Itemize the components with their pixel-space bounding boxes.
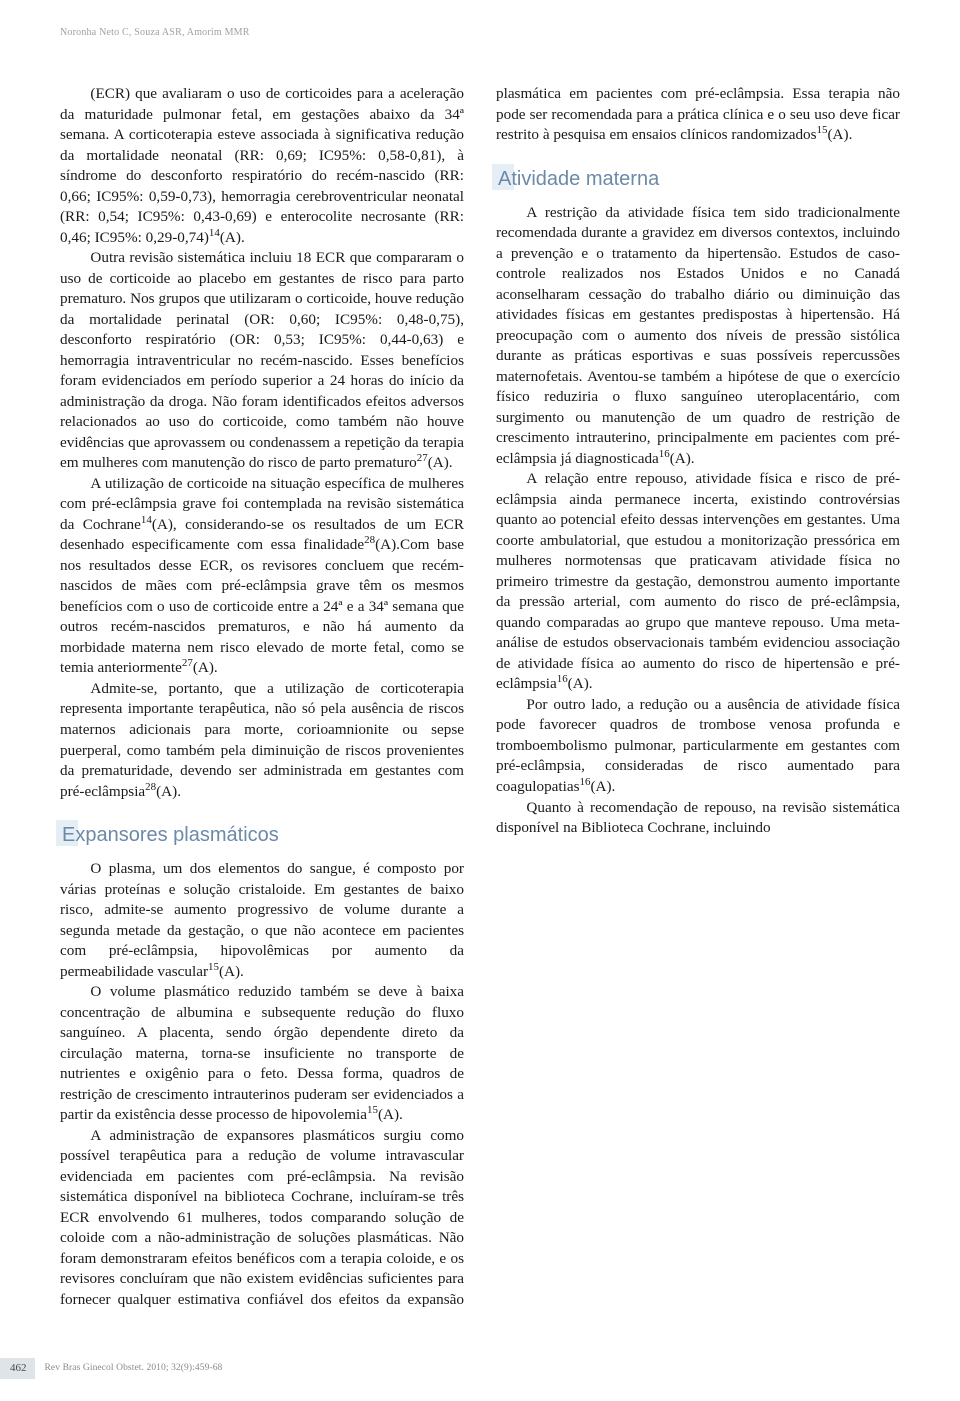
page-footer: 462 Rev Bras Ginecol Obstet. 2010; 32(9)…	[0, 1358, 960, 1379]
body-text: (A).Com base nos resultados desse ECR, o…	[60, 536, 464, 676]
article-body: (ECR) que avaliaram o uso de corticoides…	[60, 84, 900, 1314]
body-text: (A).	[568, 675, 593, 692]
paragraph: Outra revisão sistemática incluiu 18 ECR…	[60, 248, 464, 474]
body-text: (A).	[827, 126, 852, 143]
ref-sup: 27	[182, 657, 193, 669]
body-text: (A).	[219, 963, 244, 980]
body-text: Outra revisão sistemática incluiu 18 ECR…	[60, 249, 464, 471]
section-heading-expansores: Expansores plasmáticos	[60, 822, 464, 849]
ref-sup: 14	[141, 514, 152, 526]
paragraph: (ECR) que avaliaram o uso de corticoides…	[60, 84, 464, 248]
ref-sup: 16	[580, 776, 591, 788]
body-text: (ECR) que avaliaram o uso de corticoides…	[60, 85, 464, 246]
journal-citation: Rev Bras Ginecol Obstet. 2010; 32(9):459…	[45, 1362, 223, 1375]
ref-sup: 28	[364, 534, 375, 546]
section-heading-atividade: Atividade materna	[496, 166, 900, 193]
paragraph: A restrição da atividade física tem sido…	[496, 203, 900, 470]
body-text: (A).	[670, 450, 695, 467]
body-text: Quanto à recomendação de repouso, na rev…	[496, 799, 900, 837]
body-text: (A).	[220, 229, 245, 246]
ref-sup: 15	[817, 124, 828, 136]
ref-sup: 16	[659, 448, 670, 460]
body-text: (A).	[428, 454, 453, 471]
paragraph: O plasma, um dos elementos do sangue, é …	[60, 859, 464, 982]
ref-sup: 15	[367, 1104, 378, 1116]
page-number: 462	[0, 1358, 35, 1379]
paragraph: Quanto à recomendação de repouso, na rev…	[496, 798, 900, 839]
body-text: A relação entre repouso, atividade físic…	[496, 470, 900, 692]
ref-sup: 27	[417, 452, 428, 464]
ref-sup: 16	[557, 673, 568, 685]
body-text: O plasma, um dos elementos do sangue, é …	[60, 860, 464, 980]
body-text: Por outro lado, a redução ou a ausência …	[496, 696, 900, 795]
body-text: (A).	[590, 778, 615, 795]
body-text: (A).	[156, 783, 181, 800]
paragraph: A utilização de corticoide na situação e…	[60, 474, 464, 679]
paragraph: Admite-se, portanto, que a utilização de…	[60, 679, 464, 802]
paragraph: O volume plasmático reduzido também se d…	[60, 982, 464, 1126]
ref-sup: 15	[208, 961, 219, 973]
running-head-authors: Noronha Neto C, Souza ASR, Amorim MMR	[60, 26, 250, 40]
body-text: (A).	[193, 659, 218, 676]
body-text: Admite-se, portanto, que a utilização de…	[60, 680, 464, 800]
paragraph: Por outro lado, a redução ou a ausência …	[496, 695, 900, 798]
body-text: (A).	[378, 1106, 403, 1123]
paragraph: A relação entre repouso, atividade físic…	[496, 469, 900, 695]
ref-sup: 28	[145, 780, 156, 792]
body-text: A restrição da atividade física tem sido…	[496, 204, 900, 467]
ref-sup: 14	[209, 227, 220, 239]
